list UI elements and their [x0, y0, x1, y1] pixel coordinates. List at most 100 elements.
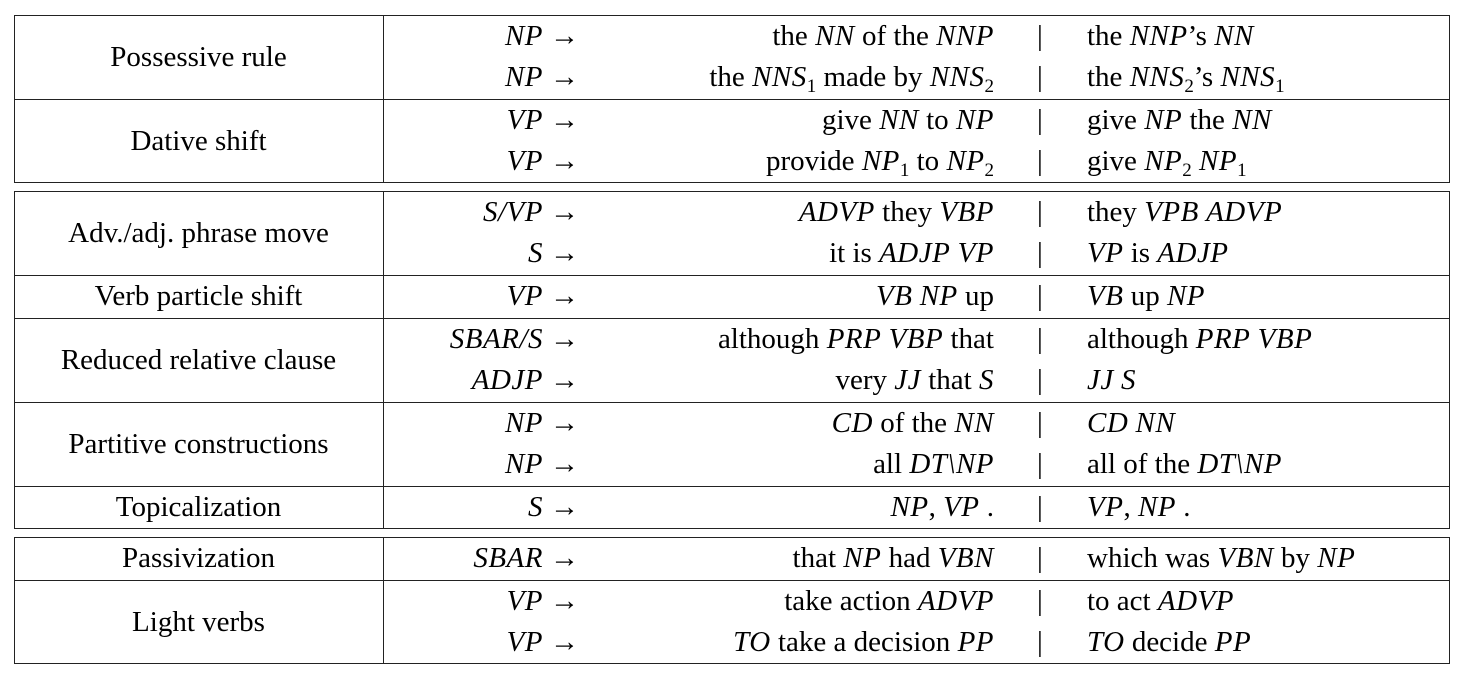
group-box [14, 15, 1450, 183]
column-divider [383, 191, 384, 529]
math: NNS [929, 61, 985, 93]
text-run: of the [872, 407, 955, 439]
separator: | [1037, 585, 1043, 617]
text-run: they [874, 196, 940, 228]
lhs: VP [507, 276, 543, 317]
lhs: VP [507, 622, 543, 663]
lhs: SBAR/S [450, 319, 543, 360]
separator: | [1037, 407, 1043, 439]
math: PP [957, 626, 994, 658]
math: ADVP [1157, 585, 1234, 617]
rule-name: Adv./adj. phrase move [68, 216, 329, 249]
math: NP [946, 145, 985, 177]
lhs: NP [505, 403, 543, 444]
math: ADJP [471, 364, 543, 396]
source: that NP had VBN [793, 538, 994, 579]
source: the NNS1 made by NNS2 [709, 57, 994, 98]
text-run: . [979, 491, 994, 523]
subscript: 2 [1184, 76, 1194, 97]
math: NP [919, 280, 958, 312]
target: all of the DT\NP [1087, 444, 1282, 485]
target: although PRP VBP [1087, 319, 1312, 360]
source: ADVP they VBP [799, 192, 994, 233]
target: they VPB ADVP [1087, 192, 1282, 233]
arrow: → [550, 542, 579, 574]
math: S/VP [483, 196, 543, 228]
text-run: give [1087, 145, 1145, 177]
source: all DT\NP [873, 444, 994, 485]
row-divider [14, 580, 1450, 581]
text-run: of the [854, 20, 937, 52]
text-run: up [1123, 280, 1167, 312]
text-run: ’s [1187, 20, 1215, 52]
math: VBP [888, 323, 944, 355]
arrow: → [550, 104, 579, 136]
row-divider [14, 275, 1450, 276]
math: NN [954, 407, 994, 439]
arrow: → [550, 491, 579, 523]
math: VBP [1257, 323, 1313, 355]
source: although PRP VBP that [718, 319, 994, 360]
source: the NN of the NNP [772, 16, 994, 57]
text-run: . [1176, 491, 1191, 523]
math: NP [1317, 542, 1356, 574]
rule-name: Topicalization [115, 491, 282, 523]
text-run: the [772, 20, 816, 52]
math: CD [1087, 407, 1129, 439]
arrow: → [550, 196, 579, 228]
math: SBAR [473, 542, 543, 574]
separator: | [1037, 20, 1043, 52]
target: the NNP’s NN [1087, 16, 1254, 57]
row-divider [14, 99, 1450, 100]
math: NNP [1129, 20, 1188, 52]
column-divider [383, 15, 384, 183]
math: NP [504, 448, 543, 480]
row-divider [14, 318, 1450, 319]
column-divider [383, 537, 384, 664]
math: ADJP [879, 237, 951, 269]
source: it is ADJP VP [829, 233, 994, 274]
math: NP [1166, 280, 1205, 312]
text-run: the [1087, 61, 1130, 93]
math: VP [506, 626, 543, 658]
math: NNS [1220, 61, 1276, 93]
math: NP [504, 61, 543, 93]
target: VP, NP . [1087, 487, 1191, 528]
source: VB NP up [876, 276, 994, 317]
text-run: take a decision [770, 626, 958, 658]
arrow: → [550, 61, 579, 93]
lhs: NP [505, 16, 543, 57]
math: NNS [1129, 61, 1185, 93]
lhs: VP [507, 141, 543, 182]
math: NP [1144, 145, 1183, 177]
text-run: ’s [1193, 61, 1221, 93]
text-run: to [918, 104, 956, 136]
math: NN [1214, 20, 1254, 52]
text-run: to act [1087, 585, 1158, 617]
math: NN [1232, 104, 1272, 136]
separator: | [1037, 323, 1043, 355]
math: VPB [1144, 196, 1199, 228]
arrow: → [550, 237, 579, 269]
text-run: provide [765, 145, 862, 177]
math: NP [843, 542, 882, 574]
math: VP [1087, 237, 1124, 269]
text-run: by [1273, 542, 1318, 574]
math: TO [1087, 626, 1125, 658]
text-run: it is [829, 237, 880, 269]
text-run: the [1087, 20, 1130, 52]
source: take action ADVP [784, 581, 994, 622]
math: VB [876, 280, 913, 312]
math: VBN [937, 542, 994, 574]
arrow: → [550, 626, 579, 658]
math: NP [1199, 145, 1238, 177]
rule-name: Light verbs [132, 605, 265, 638]
math: S [528, 491, 543, 523]
separator: | [1037, 61, 1043, 93]
math: NP [861, 145, 900, 177]
math: NN [815, 20, 855, 52]
text-run: decide [1124, 626, 1215, 658]
math: ADVP [917, 585, 994, 617]
math: VP [506, 280, 543, 312]
